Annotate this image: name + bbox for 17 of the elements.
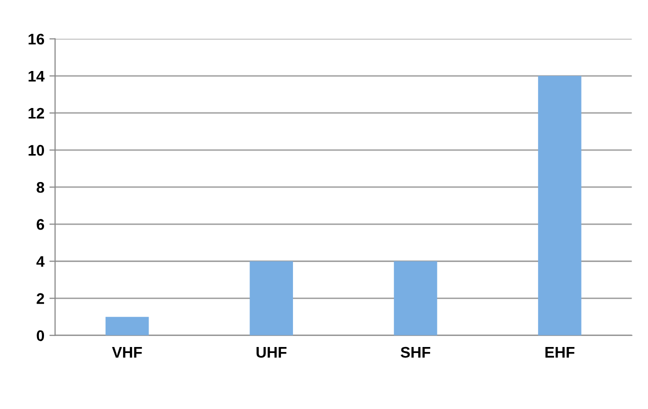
y-tick-label: 12 bbox=[28, 108, 44, 119]
y-tick-label: 2 bbox=[36, 293, 44, 304]
x-tick-label: SHF bbox=[400, 346, 430, 358]
x-tick-label: EHF bbox=[545, 347, 574, 358]
y-tick-label: 0 bbox=[36, 330, 44, 342]
y-tick-label: 16 bbox=[28, 34, 44, 45]
y-tick-label: 4 bbox=[36, 256, 45, 267]
y-tick-label: 10 bbox=[28, 144, 44, 156]
bar bbox=[250, 261, 293, 336]
bar bbox=[538, 76, 582, 336]
y-tick-label: 14 bbox=[28, 70, 45, 82]
y-tick-label: 6 bbox=[36, 219, 44, 230]
bar bbox=[106, 316, 149, 336]
y-tick-label: 8 bbox=[36, 182, 44, 193]
bar bbox=[394, 261, 438, 336]
x-tick-label: VHF bbox=[112, 347, 142, 358]
x-tick-label: UHF bbox=[256, 347, 286, 358]
